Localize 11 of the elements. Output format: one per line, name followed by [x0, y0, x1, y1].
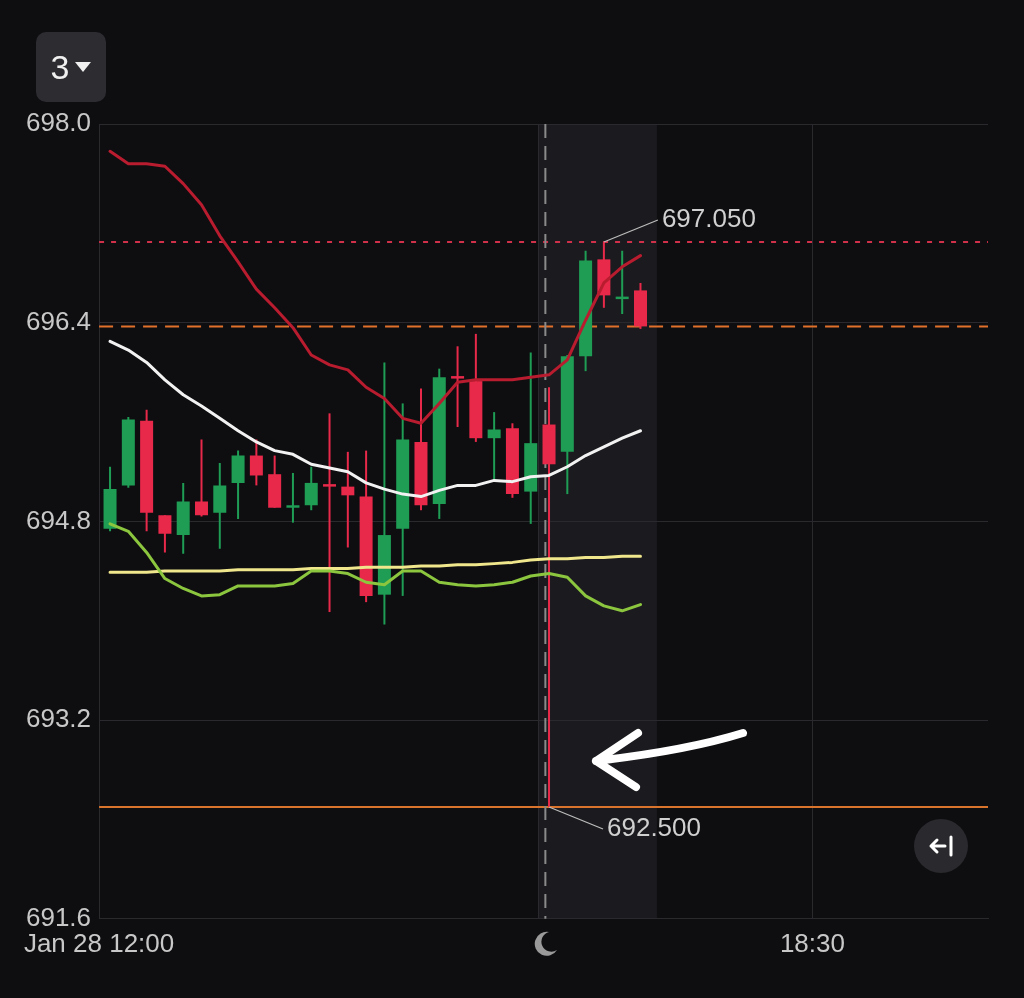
- candlestick: [286, 472, 300, 523]
- x-tick-label: 18:30: [779, 927, 845, 958]
- candlestick: [451, 346, 465, 428]
- annotation: 692.500: [607, 812, 701, 843]
- candlestick: [323, 413, 337, 613]
- y-tick-label: 698.0: [25, 107, 92, 138]
- y-tick-label: 693.2: [25, 703, 92, 734]
- annotation: 697.050: [661, 203, 756, 234]
- y-tick-label: 694.8: [25, 504, 92, 535]
- y-tick-label: 696.4: [25, 305, 92, 336]
- text: 3: [50, 47, 70, 87]
